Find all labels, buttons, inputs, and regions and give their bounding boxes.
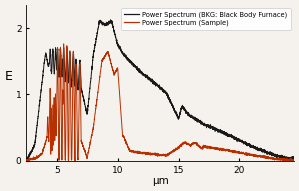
Legend: Power Spectrum (BKG: Black Body Furnace), Power Spectrum (Sample): Power Spectrum (BKG: Black Body Furnace)… bbox=[121, 8, 291, 30]
Y-axis label: E: E bbox=[5, 70, 13, 83]
X-axis label: μm: μm bbox=[152, 176, 169, 186]
